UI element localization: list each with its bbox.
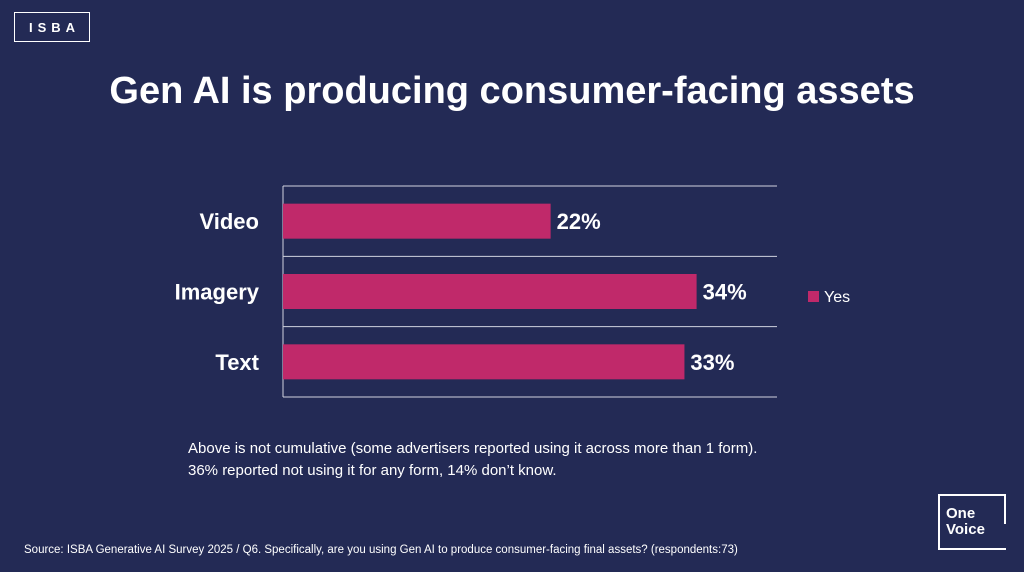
source-text: Source: ISBA Generative AI Survey 2025 /…: [24, 544, 738, 556]
category-label: Imagery: [175, 280, 260, 305]
isba-logo: ISBA: [14, 12, 90, 42]
bar-chart: Video 22% Imagery 34% Text 33% Yes: [175, 185, 850, 398]
category-label: Video: [199, 209, 259, 234]
category-label: Text: [215, 350, 259, 375]
isba-logo-text: ISBA: [28, 19, 81, 35]
data-label: 33%: [690, 350, 734, 375]
data-label: 34%: [703, 280, 747, 305]
note-line-2: 36% reported not using it for any form, …: [188, 462, 557, 479]
page-title: Gen AI is producing consumer-facing asse…: [109, 70, 915, 112]
data-label: 22%: [557, 209, 601, 234]
chart-note: Above is not cumulative (some advertiser…: [188, 438, 757, 482]
note-line-1: Above is not cumulative (some advertiser…: [188, 440, 758, 457]
bar-video: [283, 203, 551, 239]
one-voice-badge: One Voice: [938, 494, 1006, 550]
legend-label: Yes: [824, 289, 850, 306]
bar-imagery: [283, 274, 697, 309]
bar-text: [283, 344, 685, 380]
legend-swatch: [808, 291, 819, 302]
one-voice-line-1: One: [946, 505, 976, 522]
one-voice-line-2: Voice: [946, 521, 985, 538]
